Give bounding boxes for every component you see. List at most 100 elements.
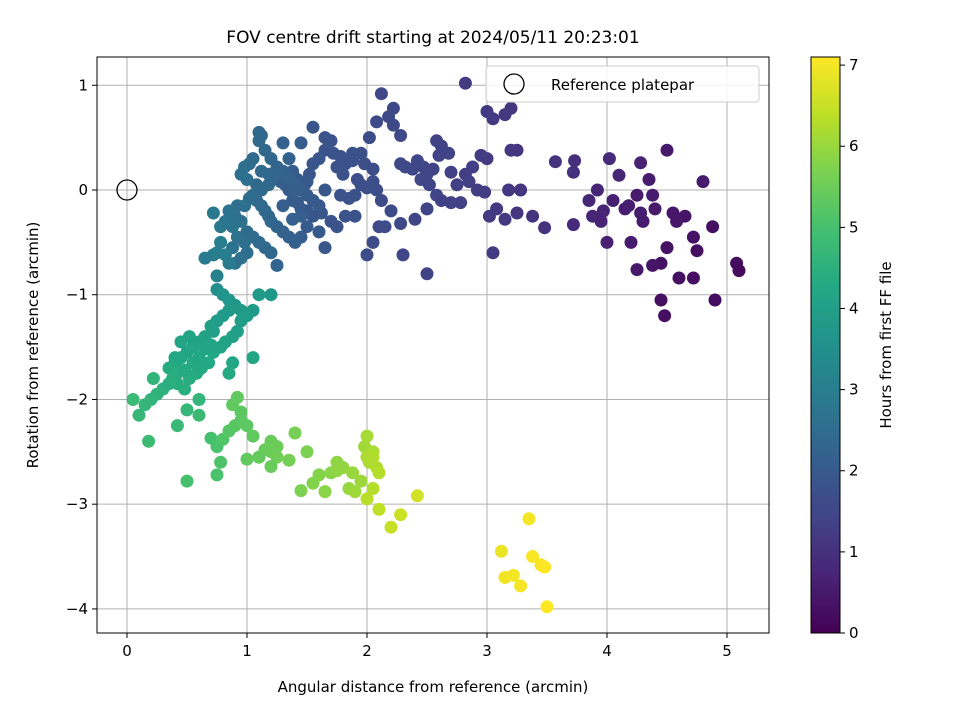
data-point xyxy=(646,258,660,272)
data-point xyxy=(282,453,296,467)
data-point xyxy=(648,202,662,216)
data-point xyxy=(498,108,512,122)
data-point xyxy=(210,269,224,283)
data-point xyxy=(318,241,332,255)
data-point xyxy=(230,390,244,404)
data-point xyxy=(168,351,182,365)
data-point xyxy=(394,157,408,171)
data-point xyxy=(420,202,434,216)
colorbar-ticks: 0 1 2 3 4 5 6 7 xyxy=(840,56,859,642)
data-point xyxy=(370,115,384,129)
data-point xyxy=(568,154,582,168)
data-point xyxy=(362,131,376,145)
data-point xyxy=(374,87,388,101)
data-point xyxy=(230,324,244,338)
data-point xyxy=(384,204,398,218)
data-point xyxy=(526,550,540,563)
y-tick-label: −1 xyxy=(66,286,88,304)
y-tick-label: −2 xyxy=(66,390,88,408)
data-point xyxy=(622,199,636,213)
data-point xyxy=(240,419,254,433)
data-point xyxy=(654,293,668,307)
data-point xyxy=(566,218,580,232)
data-point xyxy=(444,165,458,179)
data-point xyxy=(330,455,344,469)
data-point xyxy=(442,146,456,160)
data-point xyxy=(286,194,300,207)
data-point xyxy=(732,264,746,278)
data-point xyxy=(214,220,228,234)
x-axis-label: Angular distance from reference (arcmin) xyxy=(278,678,589,696)
data-point xyxy=(672,271,686,285)
x-tick-label: 2 xyxy=(362,642,372,660)
data-point xyxy=(210,468,224,482)
data-point xyxy=(300,220,314,234)
data-point xyxy=(510,143,524,157)
data-point xyxy=(206,206,220,220)
reference-marker xyxy=(116,179,138,201)
data-point xyxy=(630,263,644,277)
data-point xyxy=(174,335,188,349)
data-point xyxy=(294,209,308,223)
data-point xyxy=(660,143,674,157)
data-point xyxy=(288,183,302,197)
colorbar-tick-label: 7 xyxy=(849,56,859,74)
data-point xyxy=(348,485,362,499)
data-point xyxy=(624,235,638,249)
data-point xyxy=(686,271,700,285)
chart-title: FOV centre drift starting at 2024/05/11 … xyxy=(226,28,639,48)
data-point xyxy=(252,288,266,302)
data-point xyxy=(634,156,648,170)
data-point xyxy=(510,206,524,220)
data-point xyxy=(478,185,492,199)
data-point xyxy=(408,212,422,226)
data-point xyxy=(642,173,656,186)
colorbar-tick-label: 3 xyxy=(849,381,859,399)
data-point xyxy=(324,134,338,148)
data-point xyxy=(294,136,308,150)
data-point xyxy=(444,196,458,210)
data-point xyxy=(374,194,388,207)
data-point xyxy=(384,520,398,534)
y-axis-ticks: 1 0 −1 −2 −3 −4 xyxy=(66,76,97,618)
data-point xyxy=(276,199,290,213)
colorbar-tick-label: 2 xyxy=(849,462,859,480)
data-point xyxy=(238,235,252,249)
data-point xyxy=(594,214,608,228)
data-point xyxy=(634,206,648,220)
data-point xyxy=(138,398,152,412)
legend-box xyxy=(485,65,760,103)
data-point xyxy=(420,267,434,281)
colorbar-tick-label: 1 xyxy=(849,543,859,561)
data-point xyxy=(312,225,326,239)
data-point xyxy=(506,568,520,582)
data-point xyxy=(252,450,266,464)
data-point xyxy=(294,230,308,244)
data-point xyxy=(226,356,240,370)
data-point xyxy=(222,204,236,218)
plot-frame xyxy=(96,56,770,634)
data-point xyxy=(146,372,160,385)
data-point xyxy=(250,178,264,192)
data-point xyxy=(222,366,236,380)
data-point xyxy=(350,173,364,186)
data-point xyxy=(178,382,192,396)
data-point xyxy=(162,377,176,391)
data-point xyxy=(498,212,512,226)
data-point xyxy=(454,196,468,210)
data-point xyxy=(366,162,380,176)
data-point xyxy=(276,136,290,150)
data-point xyxy=(394,129,408,142)
data-point xyxy=(458,76,472,90)
reference-point xyxy=(116,179,138,201)
data-point xyxy=(372,502,386,516)
data-point xyxy=(526,209,540,223)
data-point xyxy=(670,214,684,228)
data-point xyxy=(180,403,194,417)
data-point xyxy=(430,134,444,148)
x-tick-label: 5 xyxy=(722,642,732,660)
data-point xyxy=(486,246,500,260)
data-point xyxy=(324,214,338,228)
data-point xyxy=(252,134,266,148)
